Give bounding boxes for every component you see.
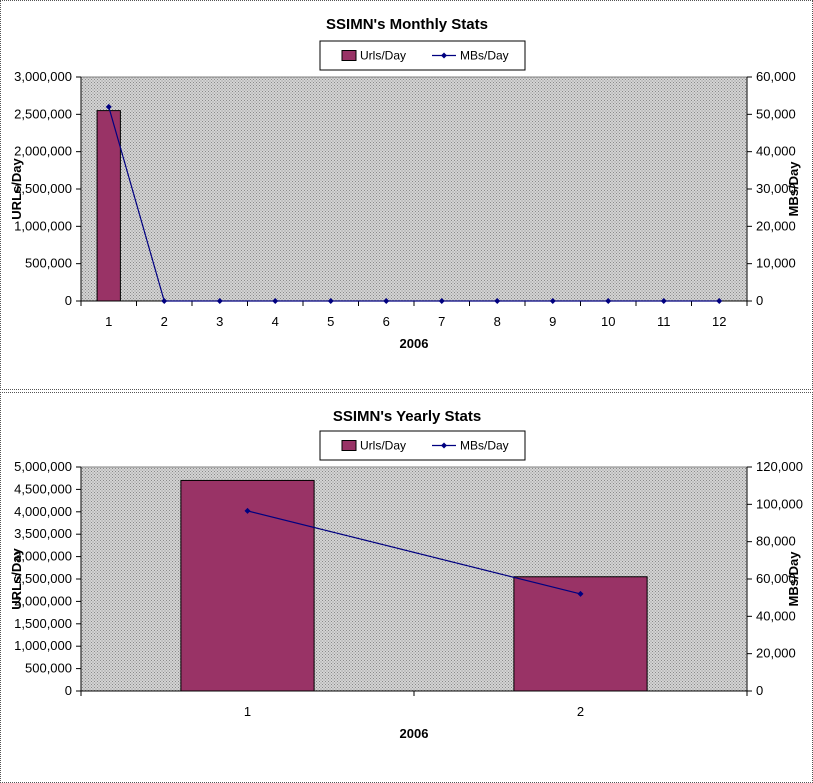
- monthly-stats-chart: SSIMN's Monthly Stats 0 500,000 1,000,000 1…: [9, 16, 801, 351]
- left-tick-label: 1,000,000: [14, 218, 72, 233]
- point-mbs-per-day: [438, 298, 445, 304]
- left-tick-label: 3,500,000: [14, 526, 72, 541]
- legend-swatch-mbs-marker: [441, 442, 447, 449]
- point-mbs-per-day: [577, 590, 584, 597]
- left-tick-label: 500,000: [25, 661, 72, 676]
- x-tick-label: 3: [216, 314, 223, 329]
- left-tick-label: 0: [65, 293, 72, 308]
- right-tick-label: 30,000: [756, 181, 796, 196]
- point-mbs-per-day: [660, 298, 667, 304]
- point-mbs-per-day: [494, 298, 501, 304]
- x-tick-label: 5: [327, 314, 334, 329]
- right-tick-label: 10,000: [756, 256, 796, 271]
- right-tick-label: 100,000: [756, 496, 803, 511]
- left-y-axis-label: URLs/Day: [9, 158, 24, 220]
- right-tick-label: 40,000: [756, 608, 796, 623]
- left-tick-label: 5,000,000: [14, 459, 72, 474]
- chart-title: SSIMN's Yearly Stats: [333, 408, 481, 425]
- left-tick-label: 500,000: [25, 256, 72, 271]
- x-tick-label: 8: [494, 314, 501, 329]
- legend-swatch-urls: [341, 50, 357, 61]
- right-tick-label: 60,000: [756, 571, 796, 586]
- left-tick-label: 2,500,000: [14, 106, 72, 121]
- right-y-axis-label: MBs/Day: [786, 161, 801, 217]
- left-tick-label: 1,500,000: [14, 181, 72, 196]
- x-axis-label: 2006: [400, 336, 429, 351]
- right-tick-label: 40,000: [756, 144, 796, 159]
- right-tick-label: 80,000: [756, 534, 796, 549]
- right-tick-label: 0: [756, 293, 763, 308]
- legend-label-mbs: MBs/Day: [460, 439, 509, 453]
- plot-area: [80, 76, 748, 302]
- left-tick-label: 0: [65, 683, 72, 698]
- x-tick-label: 10: [601, 314, 615, 329]
- left-tick-label: 3,000,000: [14, 69, 72, 84]
- bar-urls-per-day: [96, 110, 121, 302]
- x-tick-label: 12: [712, 314, 726, 329]
- legend: Urls/Day MBs/Day: [319, 430, 526, 461]
- point-mbs-per-day: [605, 298, 612, 304]
- legend: Urls/Day MBs/Day: [319, 40, 526, 71]
- left-tick-label: 1,000,000: [14, 638, 72, 653]
- legend-swatch-urls: [341, 440, 357, 451]
- left-y-axis-label: URLs/Day: [9, 548, 24, 610]
- left-tick-label: 3,000,000: [14, 549, 72, 564]
- legend-label-urls: Urls/Day: [360, 49, 406, 63]
- point-mbs-per-day: [383, 298, 390, 304]
- x-tick-label: 2: [161, 314, 168, 329]
- x-axis-label: 2006: [400, 726, 429, 741]
- x-tick-label: 9: [549, 314, 556, 329]
- legend-label-urls: Urls/Day: [360, 439, 406, 453]
- line-mbs-per-day: [108, 106, 720, 302]
- x-tick-label: 2: [577, 704, 584, 719]
- point-mbs-per-day: [549, 298, 556, 304]
- x-tick-label: 6: [383, 314, 390, 329]
- bar-urls-per-day: [180, 479, 315, 692]
- right-tick-label: 120,000: [756, 459, 803, 474]
- point-mbs-per-day: [272, 298, 279, 304]
- x-tick-label: 1: [244, 704, 251, 719]
- right-tick-label: 50,000: [756, 106, 796, 121]
- point-mbs-per-day: [216, 298, 223, 304]
- legend-label-mbs: MBs/Day: [460, 49, 509, 63]
- chart-title: SSIMN's Monthly Stats: [326, 16, 488, 33]
- yearly-stats-chart: SSIMN's Yearly Stats 0 500,000 1,000,000 1,…: [9, 408, 803, 741]
- x-tick-label: 11: [657, 314, 671, 329]
- point-mbs-per-day: [161, 298, 168, 304]
- left-tick-label: 4,500,000: [14, 481, 72, 496]
- x-tick-label: 4: [272, 314, 279, 329]
- point-mbs-per-day: [327, 298, 334, 304]
- left-tick-label: 2,000,000: [14, 144, 72, 159]
- left-tick-label: 4,000,000: [14, 504, 72, 519]
- monthly-stats-chart-panel: SSIMN's Monthly Stats 0 500,000 1,000,000 1…: [0, 0, 813, 390]
- left-tick-label: 2,000,000: [14, 593, 72, 608]
- right-tick-label: 0: [756, 683, 763, 698]
- point-mbs-per-day: [244, 507, 251, 514]
- line-mbs-per-day: [247, 510, 581, 595]
- x-tick-label: 7: [438, 314, 445, 329]
- x-tick-label: 1: [105, 314, 112, 329]
- point-mbs-per-day: [716, 298, 723, 304]
- right-y-axis-label: MBs/Day: [786, 551, 801, 607]
- right-tick-label: 60,000: [756, 69, 796, 84]
- left-tick-label: 1,500,000: [14, 616, 72, 631]
- right-tick-label: 20,000: [756, 218, 796, 233]
- yearly-stats-chart-panel: SSIMN's Yearly Stats 0 500,000 1,000,000 1,…: [0, 392, 813, 783]
- left-tick-label: 2,500,000: [14, 571, 72, 586]
- right-tick-label: 20,000: [756, 646, 796, 661]
- point-mbs-per-day: [105, 103, 112, 110]
- legend-swatch-mbs-marker: [441, 52, 447, 59]
